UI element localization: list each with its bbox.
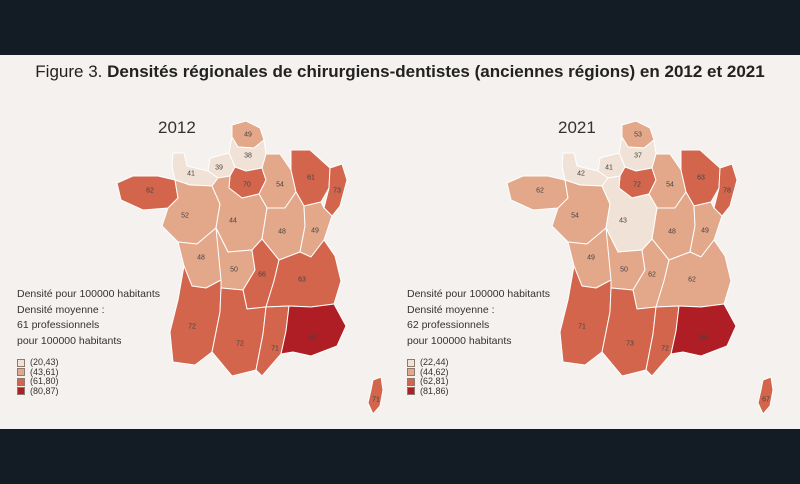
region-rhonealpes [655,239,732,308]
figure-title: Figure 3. Densités régionales de chirurg… [0,62,800,82]
legend-item-label: (81,86) [420,385,449,396]
region-label-aquitaine: 71 [578,324,586,331]
region-label-corse: 71 [372,397,380,404]
france-map-2012: 49 38 39 41 62 70 54 61 73 52 44 48 49 48 50 66 63 72 72 71… [116,120,384,415]
region-label-rhonealpes: 62 [688,277,696,284]
figure-panel: Figure 3. Densités régionales de chirurg… [0,55,800,429]
legend-item: (43,61) [17,366,160,378]
legend-caption-line: pour 100000 habitants [17,334,122,347]
region-label-auvergne: 66 [258,272,266,279]
legend-item-label: (61,80) [30,376,59,386]
region-label-hnormandie: 39 [215,165,223,172]
year-label-2021: 2021 [558,118,596,137]
region-label-franchecomte: 49 [701,228,709,235]
legend-caption-line: Densité moyenne : [407,303,495,316]
region-label-alsace: 78 [723,188,731,195]
legend-caption-line: pour 100000 habitants [407,334,512,347]
france-map-2021: 53 37 41 42 62 72 54 63 78 54 43 48 49 49 50 62 62 71 73 72… [506,120,774,415]
legend-caption-line: Densité pour 100000 habitants [407,288,551,300]
region-label-pdl: 54 [571,213,579,220]
legend-caption-line: 62 professionnels [407,319,490,331]
legend-2021: Densité pour 100000 habitants Densité mo… [407,287,550,396]
legend-item-label: (43,61) [30,366,59,377]
region-label-champagne: 54 [276,182,284,189]
legend-swatch [17,358,25,367]
region-alsace [323,163,348,217]
region-label-rhonealpes: 63 [298,277,306,284]
legend-item-label: (80,87) [30,385,59,396]
legend-caption-line: 61 professionnels [17,319,100,331]
legend-swatch [407,377,415,386]
region-label-champagne: 54 [666,182,674,189]
legend-2012: Densité pour 100000 habitants Densité mo… [17,287,160,396]
region-label-bnormandie: 42 [577,171,585,178]
region-label-auvergne: 62 [648,272,656,279]
region-corse [757,376,774,415]
legend-swatch [407,387,415,396]
region-label-midipyr: 72 [236,341,244,348]
region-label-pdl: 52 [181,213,189,220]
legend-item-label: (22,44) [420,357,449,367]
region-label-nord: 49 [244,132,252,139]
region-label-picardie: 38 [244,153,252,160]
region-label-corse: 67 [762,397,770,404]
legend-item: (80,87) [17,385,160,397]
region-label-idf: 70 [243,182,251,189]
region-label-hnormandie: 41 [605,165,613,172]
region-label-centre: 44 [229,218,237,225]
region-label-poitou: 49 [587,255,595,262]
legend-swatch [17,377,25,386]
region-label-aquitaine: 72 [188,324,196,331]
legend-swatch [17,387,25,396]
region-label-centre: 43 [619,218,627,225]
region-label-franchecomte: 49 [311,228,319,235]
region-label-languedoc: 72 [661,346,669,353]
legend-item: (44,62) [407,366,550,378]
region-label-midipyr: 73 [626,341,634,348]
region-label-picardie: 37 [634,153,642,160]
region-label-bourgogne: 48 [668,229,676,236]
region-label-poitou: 48 [197,255,205,262]
figure-title-text: Densités régionales de chirurgiens-denti… [107,62,765,81]
year-label-2012: 2012 [158,118,196,137]
region-label-lorraine: 63 [697,175,705,182]
legend-item: (61,80) [17,376,160,387]
legend-item: (81,86) [407,385,550,397]
figure-prefix: Figure 3. [35,62,103,81]
region-alsace [713,163,738,217]
region-label-limousin: 50 [620,267,628,274]
legend-caption-line: Densité pour 100000 habitants [17,288,161,300]
region-label-bourgogne: 48 [278,229,286,236]
legend-item-label: (62,81) [420,376,449,386]
legend-item-label: (44,62) [420,366,449,377]
region-label-languedoc: 71 [271,346,279,353]
legend-swatch [17,368,25,377]
region-paca [670,303,737,357]
region-label-paca: 87 [309,335,317,342]
legend-item: (62,81) [407,376,550,387]
region-label-alsace: 73 [333,188,341,195]
region-label-bnormandie: 41 [187,171,195,178]
region-corse [367,376,384,415]
region-label-limousin: 50 [230,267,238,274]
legend-swatch [407,358,415,367]
region-paca [280,303,347,357]
legend-swatch [407,368,415,377]
region-label-bretagne: 62 [146,188,154,195]
region-label-nord: 53 [634,132,642,139]
legend-item: (20,43) [17,357,160,368]
legend-item: (22,44) [407,357,550,368]
region-label-bretagne: 62 [536,188,544,195]
region-label-idf: 72 [633,182,641,189]
legend-item-label: (20,43) [30,357,59,367]
region-label-paca: 86 [699,335,707,342]
legend-caption-line: Densité moyenne : [17,303,105,316]
region-label-lorraine: 61 [307,175,315,182]
region-rhonealpes [265,239,342,308]
